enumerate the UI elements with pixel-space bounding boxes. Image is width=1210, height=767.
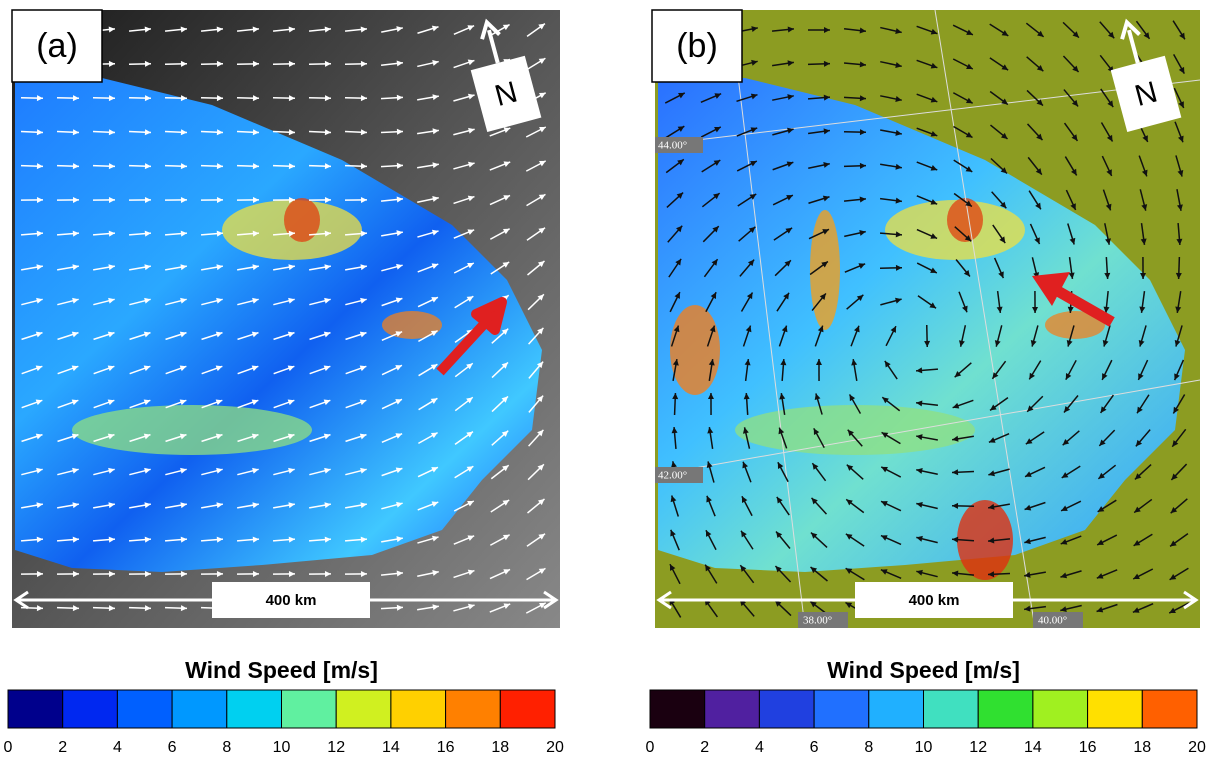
colorbar-segment bbox=[1033, 690, 1088, 728]
colorbar-title: Wind Speed [m/s] bbox=[827, 657, 1020, 683]
colorbar-segment bbox=[172, 690, 227, 728]
colorbar-segment bbox=[978, 690, 1033, 728]
lon-label: 40.00° bbox=[1038, 615, 1067, 627]
colorbar-tick-label: 18 bbox=[491, 739, 509, 756]
colorbar-tick-label: 6 bbox=[168, 739, 177, 756]
colorbar-segment bbox=[336, 690, 391, 728]
colorbar-segment bbox=[282, 690, 337, 728]
colorbar-tick-label: 4 bbox=[113, 739, 122, 756]
colorbar-tick-label: 4 bbox=[755, 739, 764, 756]
colorbar-tick-label: 14 bbox=[382, 739, 400, 756]
colorbar-tick-label: 10 bbox=[273, 739, 291, 756]
scale-label: 400 km bbox=[266, 592, 317, 609]
colorbar-tick-label: 16 bbox=[437, 739, 455, 756]
panel-label: (b) bbox=[676, 27, 718, 65]
colorbar-segment bbox=[814, 690, 869, 728]
colorbar-tick-label: 0 bbox=[4, 739, 13, 756]
colorbar-tick-label: 2 bbox=[700, 739, 709, 756]
colorbar-tick-label: 6 bbox=[810, 739, 819, 756]
colorbar-segment bbox=[227, 690, 282, 728]
lat-label: 42.00° bbox=[658, 470, 687, 482]
figure: (a)N400 kmWind Speed [m/s]02468101214161… bbox=[0, 0, 1210, 762]
colorbar-segment bbox=[391, 690, 446, 728]
colorbar-tick-label: 8 bbox=[222, 739, 231, 756]
colorbar-tick-label: 12 bbox=[327, 739, 345, 756]
speed-patch bbox=[810, 210, 840, 330]
speed-patch bbox=[72, 405, 312, 455]
lon-label: 38.00° bbox=[803, 615, 832, 627]
colorbar-title: Wind Speed [m/s] bbox=[185, 657, 378, 683]
colorbar-segment bbox=[1088, 690, 1143, 728]
colorbar-tick-label: 20 bbox=[546, 739, 564, 756]
lat-label: 44.00° bbox=[658, 140, 687, 152]
colorbar-segment bbox=[1142, 690, 1197, 728]
colorbar-tick-label: 16 bbox=[1079, 739, 1097, 756]
speed-patch bbox=[382, 311, 442, 339]
colorbar-segment bbox=[446, 690, 501, 728]
colorbar-segment bbox=[8, 690, 63, 728]
scale-label: 400 km bbox=[909, 592, 960, 609]
colorbar-tick-label: 2 bbox=[58, 739, 67, 756]
colorbar-tick-label: 8 bbox=[864, 739, 873, 756]
colorbar-tick-label: 18 bbox=[1133, 739, 1151, 756]
colorbar-segment bbox=[500, 690, 555, 728]
colorbar-segment bbox=[759, 690, 814, 728]
colorbar-segment bbox=[869, 690, 924, 728]
colorbar-tick-label: 12 bbox=[969, 739, 987, 756]
colorbar-tick-label: 14 bbox=[1024, 739, 1042, 756]
colorbar-tick-label: 10 bbox=[915, 739, 933, 756]
colorbar-tick-label: 0 bbox=[646, 739, 655, 756]
speed-patch bbox=[670, 305, 720, 395]
colorbar-segment bbox=[117, 690, 172, 728]
colorbar-segment bbox=[63, 690, 118, 728]
colorbar-segment bbox=[705, 690, 760, 728]
panel-label: (a) bbox=[36, 27, 78, 65]
colorbar-segment bbox=[650, 690, 705, 728]
colorbar-tick-label: 20 bbox=[1188, 739, 1206, 756]
speed-patch bbox=[735, 405, 975, 455]
colorbar-segment bbox=[924, 690, 979, 728]
